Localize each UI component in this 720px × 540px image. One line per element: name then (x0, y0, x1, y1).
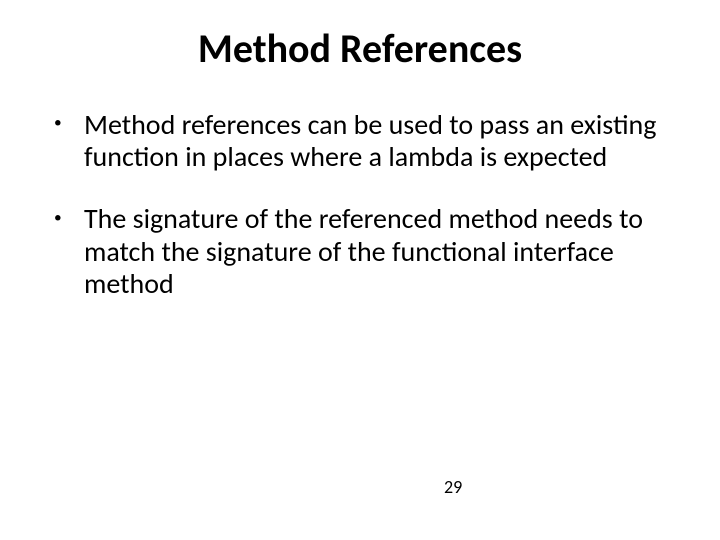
bullet-text: Method references can be used to pass an… (84, 107, 656, 174)
bullet-text: The signature of the referenced method n… (84, 201, 643, 300)
slide-title: Method References (36, 24, 684, 73)
page-number: 29 (444, 476, 462, 498)
bullet-list: Method references can be used to pass an… (36, 109, 684, 300)
slide: Method References Method references can … (0, 0, 720, 540)
list-item: Method references can be used to pass an… (36, 109, 684, 173)
list-item: The signature of the referenced method n… (36, 203, 684, 300)
